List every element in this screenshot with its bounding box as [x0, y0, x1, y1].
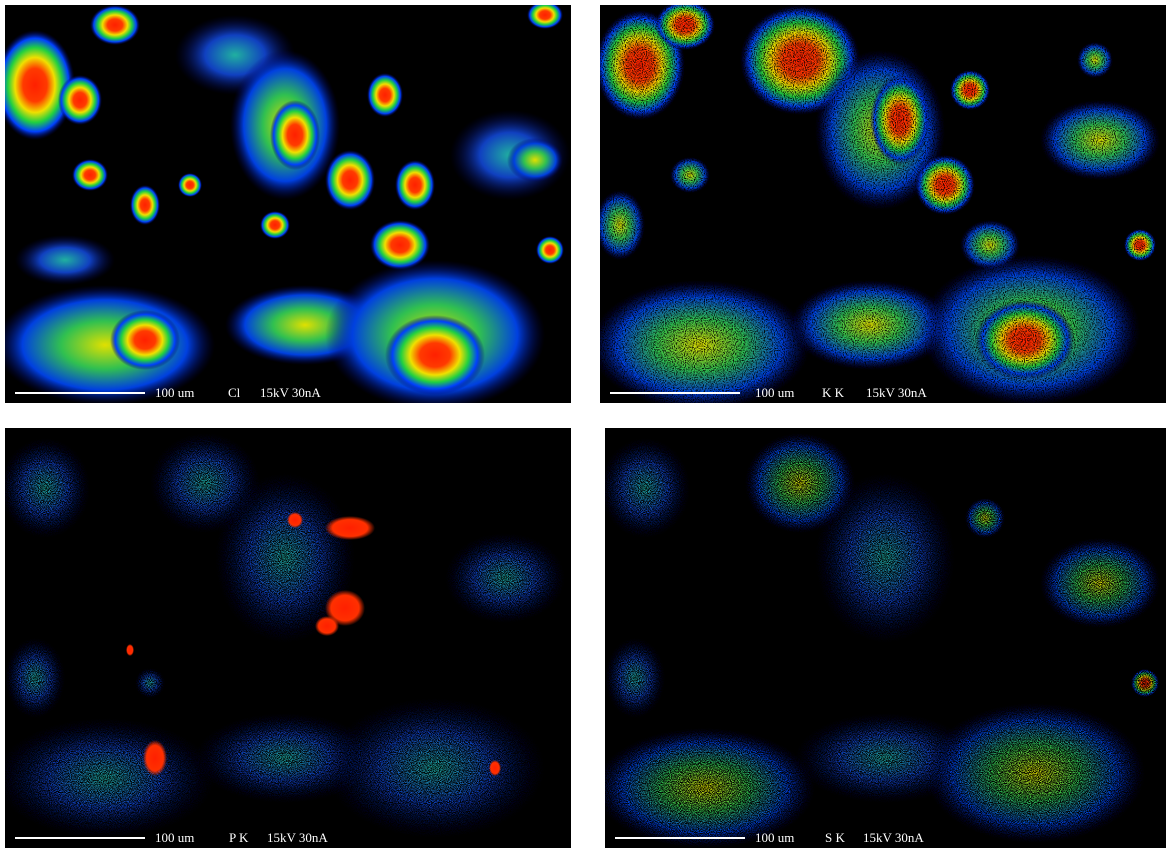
map-panel: 100 um K K 15kV 30nA: [600, 5, 1166, 403]
conditions-label: 15kV 30nA: [260, 385, 321, 400]
map-panel: 100 um S K 15kV 30nA: [605, 428, 1166, 848]
conditions-label: 15kV 30nA: [866, 385, 927, 400]
element-map: [605, 433, 1160, 848]
element-map: [5, 433, 565, 838]
element-label: K K: [822, 385, 845, 400]
scale-label: 100 um: [155, 830, 194, 845]
element-map: [5, 5, 570, 403]
scale-label: 100 um: [755, 385, 794, 400]
scale-label: 100 um: [755, 830, 794, 845]
map-panel: 100 um Cl 15kV 30nA: [5, 5, 571, 403]
conditions-label: 15kV 30nA: [267, 830, 328, 845]
element-map: [600, 5, 1160, 403]
scale-label: 100 um: [155, 385, 194, 400]
conditions-label: 15kV 30nA: [863, 830, 924, 845]
map-panel: 100 um P K 15kV 30nA: [5, 428, 571, 848]
element-label: S K: [825, 830, 845, 845]
element-label: Cl: [228, 385, 241, 400]
element-label: P K: [229, 830, 249, 845]
page: 100 um Cl 15kV 30nA 100 um K K 15kV 30nA: [0, 0, 1168, 851]
